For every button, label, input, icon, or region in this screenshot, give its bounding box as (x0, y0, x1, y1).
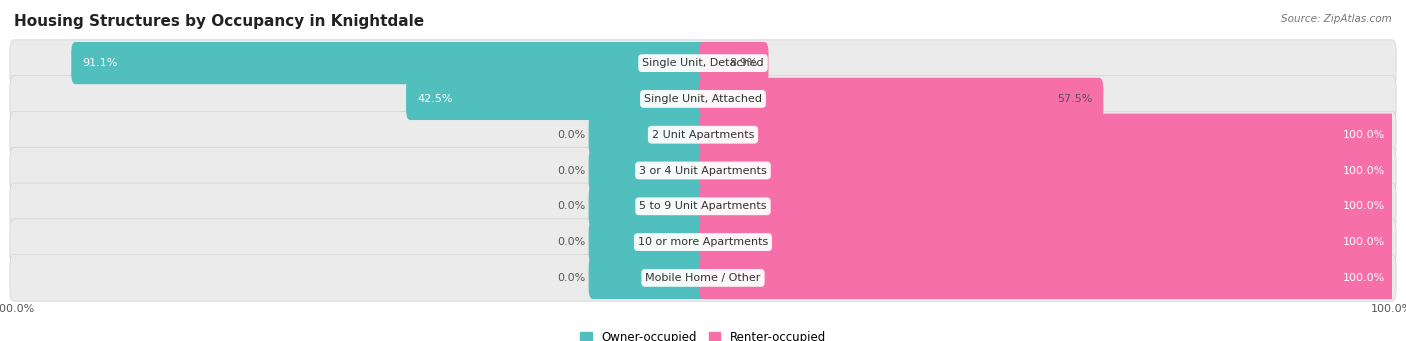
Text: 91.1%: 91.1% (83, 58, 118, 68)
FancyBboxPatch shape (72, 42, 707, 84)
FancyBboxPatch shape (699, 149, 1396, 192)
FancyBboxPatch shape (699, 257, 1396, 299)
Legend: Owner-occupied, Renter-occupied: Owner-occupied, Renter-occupied (575, 327, 831, 341)
FancyBboxPatch shape (10, 219, 1396, 265)
FancyBboxPatch shape (589, 257, 707, 299)
Text: 100.0%: 100.0% (1343, 130, 1385, 140)
Text: Mobile Home / Other: Mobile Home / Other (645, 273, 761, 283)
FancyBboxPatch shape (589, 221, 707, 263)
Text: 100.0%: 100.0% (1343, 201, 1385, 211)
Text: 0.0%: 0.0% (558, 273, 586, 283)
FancyBboxPatch shape (10, 183, 1396, 229)
FancyBboxPatch shape (10, 76, 1396, 122)
FancyBboxPatch shape (699, 114, 1396, 156)
Text: 100.0%: 100.0% (1343, 273, 1385, 283)
Text: 8.9%: 8.9% (728, 58, 758, 68)
Text: 3 or 4 Unit Apartments: 3 or 4 Unit Apartments (640, 165, 766, 176)
FancyBboxPatch shape (699, 42, 769, 84)
FancyBboxPatch shape (589, 114, 707, 156)
FancyBboxPatch shape (10, 147, 1396, 194)
Text: 57.5%: 57.5% (1057, 94, 1092, 104)
FancyBboxPatch shape (10, 255, 1396, 301)
Text: 0.0%: 0.0% (558, 201, 586, 211)
FancyBboxPatch shape (699, 221, 1396, 263)
FancyBboxPatch shape (699, 78, 1104, 120)
Text: 5 to 9 Unit Apartments: 5 to 9 Unit Apartments (640, 201, 766, 211)
Text: 0.0%: 0.0% (558, 165, 586, 176)
Text: 100.0%: 100.0% (1343, 237, 1385, 247)
FancyBboxPatch shape (589, 185, 707, 227)
Text: 2 Unit Apartments: 2 Unit Apartments (652, 130, 754, 140)
FancyBboxPatch shape (699, 185, 1396, 227)
Text: Housing Structures by Occupancy in Knightdale: Housing Structures by Occupancy in Knigh… (14, 14, 425, 29)
Text: 42.5%: 42.5% (418, 94, 453, 104)
Text: Single Unit, Attached: Single Unit, Attached (644, 94, 762, 104)
Text: Single Unit, Detached: Single Unit, Detached (643, 58, 763, 68)
Text: 0.0%: 0.0% (558, 237, 586, 247)
Text: 100.0%: 100.0% (1343, 165, 1385, 176)
Text: 0.0%: 0.0% (558, 130, 586, 140)
FancyBboxPatch shape (10, 112, 1396, 158)
Text: Source: ZipAtlas.com: Source: ZipAtlas.com (1281, 14, 1392, 24)
FancyBboxPatch shape (406, 78, 707, 120)
Text: 10 or more Apartments: 10 or more Apartments (638, 237, 768, 247)
FancyBboxPatch shape (589, 149, 707, 192)
FancyBboxPatch shape (10, 40, 1396, 86)
